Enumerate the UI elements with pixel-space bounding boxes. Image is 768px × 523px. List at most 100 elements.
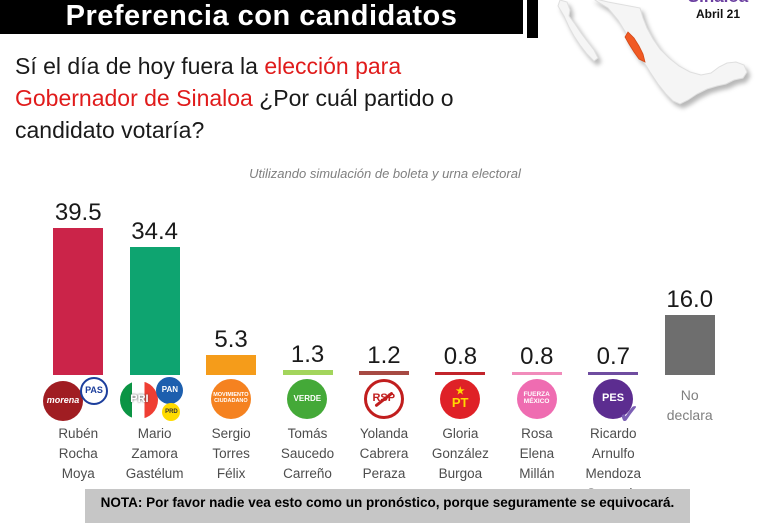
- pes-logo-text: PES: [602, 392, 625, 405]
- candidate-name-line: Yolanda: [359, 426, 409, 441]
- pes-logo: PES ✓: [593, 379, 640, 428]
- logo-cell-6: ★ PT: [422, 377, 498, 424]
- page-title: Preferencia con candidatos: [65, 0, 458, 32]
- candidate-names-row: Rubén Rocha Moya Mario Zamora Gastélum Sergio T…: [40, 424, 728, 504]
- candidate-name-line: Sergio: [211, 426, 251, 441]
- candidate-name-line: Gastélum: [125, 466, 184, 481]
- movimiento-ciudadano-logo: MOVIMIENTO CIUDADANO: [210, 379, 251, 419]
- candidate-name-line: Zamora: [131, 446, 178, 461]
- title-banner: Preferencia con candidatos: [0, 0, 523, 34]
- party-logos-row: morena PAS PRI PAN PRD MOVIMIENTO CIUDADANO VE…: [40, 377, 728, 428]
- date-label: Abril 21: [695, 7, 740, 21]
- prd-logo: PRD: [162, 403, 181, 421]
- region-label: Sinaloa: [672, 0, 764, 6]
- bar-column-6: 0.8: [422, 192, 498, 375]
- bar-value-label: 0.8: [520, 343, 554, 370]
- pan-logo: PAN: [156, 377, 184, 404]
- logo-cell-5: RSP: [346, 377, 422, 424]
- bar-6: [435, 372, 486, 375]
- candidate-name-3: Sergio Torres Félix: [193, 424, 269, 504]
- bar-value-label: 0.8: [443, 343, 478, 370]
- candidate-name-line: Elena: [519, 446, 555, 461]
- checkmark-icon: ✓: [618, 398, 641, 429]
- question-line-3: candidato votaría?: [15, 114, 545, 146]
- candidate-name-2: Mario Zamora Gastélum: [116, 424, 192, 504]
- bar-3: [206, 355, 257, 375]
- pas-logo-text: PAS: [85, 385, 103, 396]
- candidate-name-line: Saucedo: [280, 446, 335, 461]
- question-text: ¿Por cuál partido o: [252, 85, 454, 111]
- pri-logo-text: PRI: [130, 393, 149, 406]
- candidate-name-line: Gloria: [442, 426, 479, 441]
- no-declara-line: No: [680, 387, 699, 403]
- bar-value-label: 0.7: [596, 343, 630, 370]
- bar-4: [282, 370, 333, 375]
- bar-5: [358, 371, 409, 375]
- logo-cell-8: PES ✓: [575, 377, 651, 428]
- candidate-name-line: Mendoza: [585, 466, 642, 481]
- star-icon: ★: [455, 386, 465, 398]
- pt-logo: ★ PT: [440, 379, 481, 419]
- bar-column-9: 16.0: [652, 192, 728, 375]
- logo-cell-3: MOVIMIENTO CIUDADANO: [193, 377, 269, 424]
- bar-9: [664, 315, 715, 375]
- bar-value-label: 34.4: [131, 218, 179, 245]
- baja-california-shape: [557, 0, 599, 62]
- footer-note: NOTA: Por favor nadie vea esto como un p…: [85, 489, 690, 523]
- partido-verde-logo-text: VERDE: [293, 393, 322, 403]
- logo-cell-2: PRI PAN PRD: [116, 377, 192, 424]
- fuerza-mexico-logo-text: FUERZA MÉXICO: [523, 391, 550, 405]
- bar-column-3: 5.3: [193, 192, 269, 375]
- region-label-clipped: Sinaloa: [672, 0, 764, 6]
- no-declara-line: declara: [666, 407, 713, 423]
- question-text: candidato votaría?: [15, 117, 205, 143]
- sinaloa-state-shape: [624, 31, 646, 63]
- bar-column-8: 0.7: [575, 192, 651, 375]
- chart-subtitle: Utilizando simulación de boleta y urna e…: [249, 166, 521, 181]
- pt-logo-text: PT: [451, 395, 469, 411]
- candidate-name-line: Cabrera: [359, 446, 409, 461]
- bar-8: [588, 372, 639, 375]
- candidate-name-line: Burgoa: [438, 466, 483, 481]
- question-text: Sí el día de hoy fuera la: [15, 53, 265, 79]
- candidate-name-line: Arnulfo: [591, 446, 635, 461]
- map-caption: Sinaloa Abril 21: [672, 0, 764, 21]
- pan-logo-text: PAN: [161, 385, 179, 395]
- partido-verde-logo: VERDE: [287, 379, 328, 419]
- candidate-name-line: Moya: [61, 466, 95, 481]
- candidate-name-1: Rubén Rocha Moya: [40, 424, 116, 504]
- bar-value-label: 16.0: [666, 286, 714, 313]
- bar-2: [129, 247, 180, 375]
- pri-logo: PRI: [120, 381, 159, 419]
- pas-logo: PAS: [80, 377, 108, 405]
- candidate-name-5: Yolanda Cabrera Peraza: [346, 424, 422, 504]
- question-highlight-text: Gobernador de Sinaloa: [15, 85, 253, 111]
- bar-column-5: 1.2: [346, 192, 422, 375]
- question-line-2: Gobernador de Sinaloa ¿Por cuál partido …: [15, 82, 545, 114]
- morena-logo-text: morena: [46, 395, 80, 406]
- candidate-name-line: Carreño: [283, 466, 332, 481]
- bar-chart: 39.5 34.4 5.3 1.3 1.2 0.8 0.8 0.7 16.0: [40, 192, 728, 375]
- candidate-name-line: Rubén: [58, 426, 99, 441]
- bar-column-4: 1.3: [269, 192, 345, 375]
- candidate-name-line: Tomás: [287, 426, 328, 441]
- candidate-name-line: Mario: [137, 426, 172, 441]
- logo-cell-1: morena PAS: [40, 377, 116, 424]
- bar-column-7: 0.8: [499, 192, 575, 375]
- bar-1: [53, 228, 104, 375]
- mexico-map: [548, 0, 758, 114]
- morena-logo: morena: [43, 381, 83, 421]
- candidate-name-line: Rosa: [521, 426, 553, 441]
- question-highlight-text: elección para: [264, 53, 402, 79]
- bar-column-1: 39.5: [40, 192, 116, 375]
- bar-value-label: 39.5: [54, 199, 102, 226]
- logo-cell-9: No declara: [652, 377, 728, 424]
- candidate-name-line: Rocha: [58, 446, 98, 461]
- candidate-name-4: Tomás Saucedo Carreño: [269, 424, 345, 504]
- logo-cell-7: FUERZA MÉXICO: [499, 377, 575, 424]
- bar-value-label: 5.3: [214, 326, 248, 353]
- candidate-name-line: Torres: [212, 446, 250, 461]
- bar-7: [511, 372, 562, 375]
- prd-logo-text: PRD: [165, 408, 178, 415]
- bar-column-2: 34.4: [116, 192, 192, 375]
